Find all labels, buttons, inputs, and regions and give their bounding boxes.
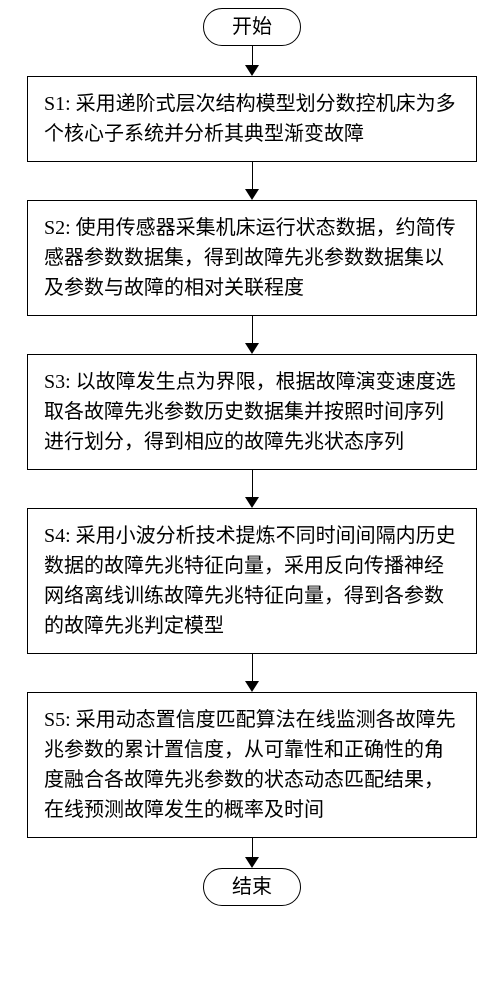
arrow (245, 654, 259, 692)
terminator-start: 开始 (203, 8, 301, 46)
terminator-end: 结束 (203, 868, 301, 906)
arrow (245, 46, 259, 76)
arrow (245, 162, 259, 200)
process-s2: S2: 使用传感器采集机床运行状态数据，约简传感器参数数据集，得到故障先兆参数数… (27, 200, 477, 316)
flowchart-container: 开始 S1: 采用递阶式层次结构模型划分数控机床为多个核心子系统并分析其典型渐变… (0, 0, 504, 906)
process-s1: S1: 采用递阶式层次结构模型划分数控机床为多个核心子系统并分析其典型渐变故障 (27, 76, 477, 162)
process-s5: S5: 采用动态置信度匹配算法在线监测各故障先兆参数的累计置信度，从可靠性和正确… (27, 692, 477, 838)
process-s3: S3: 以故障发生点为界限，根据故障演变速度选取各故障先兆参数历史数据集并按照时… (27, 354, 477, 470)
process-s4: S4: 采用小波分析技术提炼不同时间间隔内历史数据的故障先兆特征向量，采用反向传… (27, 508, 477, 654)
arrow (245, 316, 259, 354)
arrow (245, 838, 259, 868)
arrow (245, 470, 259, 508)
